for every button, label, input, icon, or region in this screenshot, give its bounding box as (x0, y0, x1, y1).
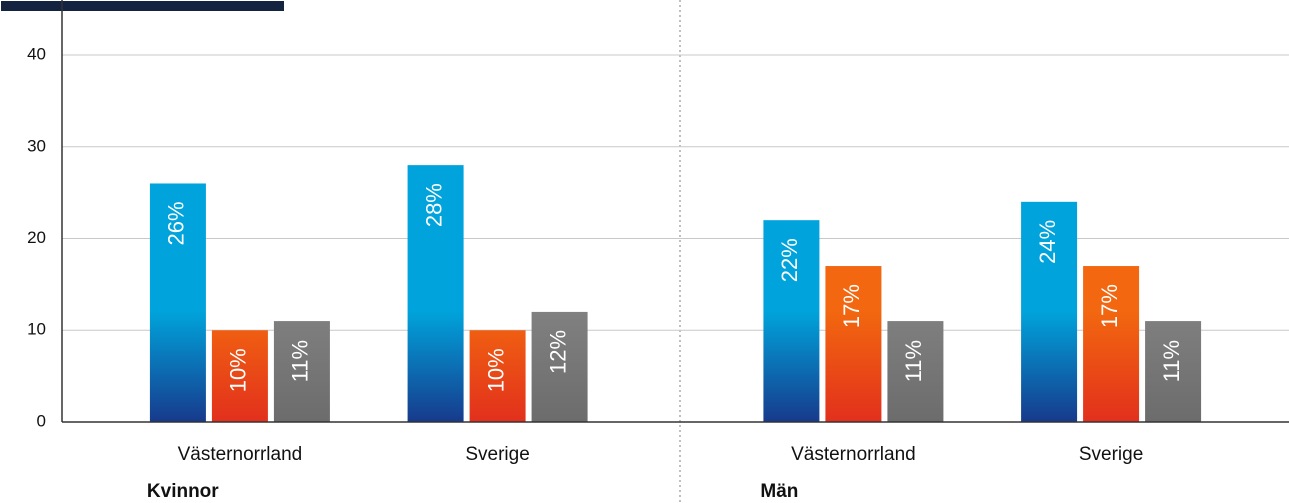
bar (407, 165, 464, 422)
y-tick-label: 10 (27, 320, 46, 339)
group-label: Kvinnor (147, 481, 219, 502)
bar (1083, 266, 1140, 422)
value-label: 10% (483, 348, 508, 392)
bar (211, 330, 268, 422)
value-label: 28% (421, 183, 446, 227)
x-tick-label: Sverige (1079, 444, 1143, 465)
value-label: 24% (1035, 220, 1060, 264)
bar (1021, 201, 1078, 422)
x-tick-label: Västernorrland (791, 444, 916, 465)
value-label: 12% (545, 330, 570, 374)
bar (273, 321, 330, 422)
bar (149, 183, 206, 422)
bar (825, 266, 882, 422)
value-label: 10% (226, 348, 251, 392)
value-label: 11% (901, 340, 926, 382)
group-label: Män (760, 481, 798, 502)
y-tick-label: 30 (27, 136, 46, 155)
value-label: 26% (164, 201, 189, 245)
y-tick-label: 40 (27, 45, 46, 64)
value-label: 11% (1159, 340, 1184, 382)
bar (531, 311, 588, 422)
bar (763, 220, 820, 422)
x-tick-label: Västernorrland (178, 444, 303, 465)
header-box (0, 0, 286, 13)
bar (1145, 321, 1202, 422)
value-label: 17% (839, 284, 864, 328)
value-label: 22% (777, 238, 802, 282)
x-tick-label: Sverige (465, 444, 529, 465)
y-tick-label: 0 (37, 411, 46, 430)
value-label: 17% (1097, 284, 1122, 328)
bar (887, 321, 944, 422)
bar (469, 330, 526, 422)
y-tick-label: 20 (27, 228, 46, 247)
value-label: 11% (288, 340, 313, 382)
